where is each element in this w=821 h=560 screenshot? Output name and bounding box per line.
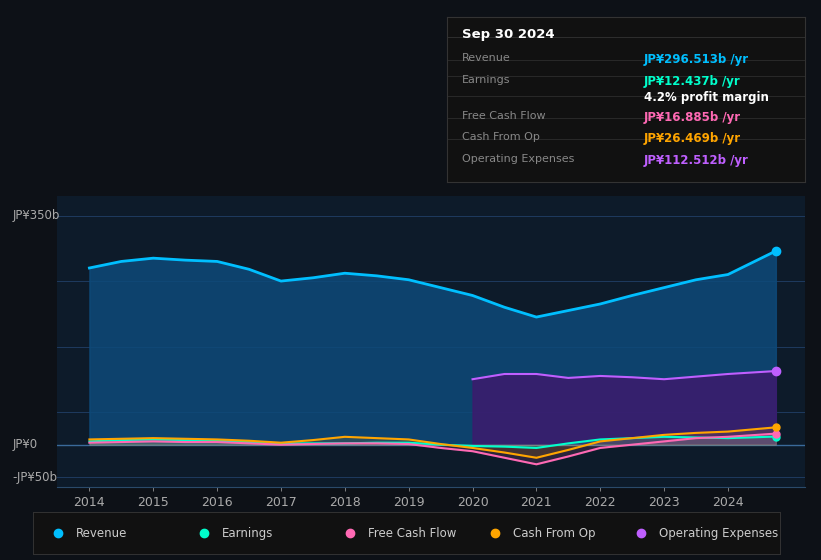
Text: Operating Expenses: Operating Expenses xyxy=(461,154,574,164)
Text: Revenue: Revenue xyxy=(76,527,127,540)
Text: JP¥16.885b /yr: JP¥16.885b /yr xyxy=(644,111,741,124)
Text: JP¥0: JP¥0 xyxy=(12,438,38,451)
Text: JP¥112.512b /yr: JP¥112.512b /yr xyxy=(644,154,749,167)
Text: -JP¥50b: -JP¥50b xyxy=(12,471,57,484)
Text: Earnings: Earnings xyxy=(461,74,510,85)
Text: 4.2% profit margin: 4.2% profit margin xyxy=(644,91,768,104)
Text: Free Cash Flow: Free Cash Flow xyxy=(368,527,456,540)
Text: Sep 30 2024: Sep 30 2024 xyxy=(461,29,554,41)
Text: JP¥12.437b /yr: JP¥12.437b /yr xyxy=(644,74,741,87)
Text: Revenue: Revenue xyxy=(461,53,511,63)
Text: Free Cash Flow: Free Cash Flow xyxy=(461,111,545,121)
Text: Cash From Op: Cash From Op xyxy=(513,527,596,540)
Text: Cash From Op: Cash From Op xyxy=(461,133,539,142)
Text: Earnings: Earnings xyxy=(222,527,273,540)
Text: JP¥26.469b /yr: JP¥26.469b /yr xyxy=(644,133,741,146)
Text: JP¥296.513b /yr: JP¥296.513b /yr xyxy=(644,53,749,66)
Text: JP¥350b: JP¥350b xyxy=(12,209,60,222)
Text: Operating Expenses: Operating Expenses xyxy=(659,527,778,540)
